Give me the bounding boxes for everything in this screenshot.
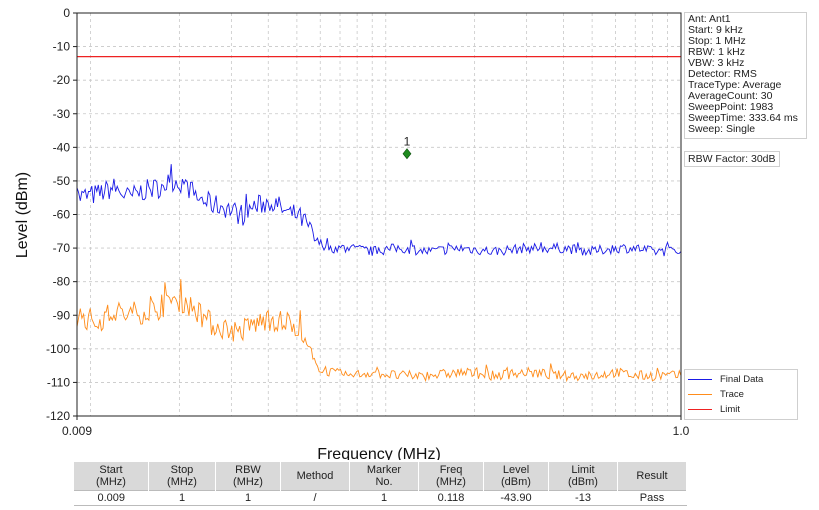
legend-label: Final Data bbox=[720, 374, 764, 385]
result-column-header: Result bbox=[617, 462, 687, 491]
y-tick-label: -80 bbox=[53, 275, 71, 289]
series-line-trace bbox=[76, 279, 682, 383]
result-cell: -43.90 bbox=[483, 490, 549, 506]
result-cell: 1 bbox=[215, 490, 281, 506]
legend-swatch bbox=[688, 379, 712, 380]
legend-item: Trace bbox=[688, 387, 794, 402]
rbw-factor-label: RBW Factor: 30dB bbox=[684, 151, 780, 167]
result-column-header: Stop (MHz) bbox=[148, 462, 216, 491]
result-cell: 0.009 bbox=[74, 490, 149, 506]
y-tick-label: -110 bbox=[47, 375, 70, 389]
x-tick-label: 1.0 bbox=[673, 424, 690, 438]
legend-label: Limit bbox=[720, 404, 741, 415]
y-axis-title: Level (dBm) bbox=[14, 172, 31, 258]
level-vs-frequency-chart: 0 -10 -20 -30 -40 -50 -60 -70 -80 -90 -100 -110 -120… bbox=[14, 6, 690, 460]
marker-group: 1 bbox=[402, 135, 412, 160]
info-line: Detector: RMS bbox=[688, 68, 757, 80]
result-cell: 0.118 bbox=[418, 490, 484, 506]
legend: Final Data Trace Limit bbox=[684, 369, 798, 420]
info-line: AverageCount: 30 bbox=[688, 90, 773, 102]
y-tick-label: -30 bbox=[53, 107, 71, 121]
legend-swatch bbox=[688, 409, 712, 410]
result-cell: Pass bbox=[617, 490, 687, 506]
info-line: RBW: 1 kHz bbox=[688, 46, 745, 58]
result-cell: -13 bbox=[548, 490, 618, 506]
legend-label: Trace bbox=[720, 389, 744, 400]
result-column-header: Limit (dBm) bbox=[548, 462, 618, 491]
series-group bbox=[76, 56, 682, 383]
info-line: Start: 9 kHz bbox=[688, 24, 743, 36]
x-tick-label: 0.009 bbox=[62, 424, 92, 438]
y-tick-label: -100 bbox=[46, 342, 70, 356]
info-line: TraceType: Average bbox=[688, 79, 782, 91]
result-column-header: Level (dBm) bbox=[483, 462, 549, 491]
info-line: SweepPoint: 1983 bbox=[688, 101, 774, 113]
measurement-info-panel: Ant: Ant1 Start: 9 kHz Stop: 1 MHz RBW: 1 k… bbox=[684, 12, 807, 139]
y-tick-label: -50 bbox=[53, 174, 71, 188]
grid bbox=[77, 12, 681, 417]
info-line: VBW: 3 kHz bbox=[688, 57, 745, 69]
result-cell: 1 bbox=[349, 490, 419, 506]
legend-swatch bbox=[688, 394, 712, 395]
y-tick-label: -90 bbox=[53, 308, 71, 322]
x-axis-ticks: 0.009 1.0 bbox=[62, 416, 690, 438]
result-table: Start (MHz) Stop (MHz) RBW (MHz) Method Mark… bbox=[74, 462, 687, 506]
result-column-header: Marker No. bbox=[349, 462, 419, 491]
result-table-body: 0.009 1 1/1 0.118 -43.90 -13 Pass bbox=[74, 490, 687, 506]
result-cell: 1 bbox=[148, 490, 216, 506]
info-line: Ant: Ant1 bbox=[688, 13, 731, 25]
result-column-header: RBW (MHz) bbox=[215, 462, 281, 491]
info-line: Sweep: Single bbox=[688, 123, 756, 135]
y-tick-label: 0 bbox=[63, 6, 70, 20]
marker-point bbox=[402, 148, 412, 160]
marker-label: 1 bbox=[404, 135, 411, 149]
y-tick-label: -60 bbox=[53, 208, 71, 222]
result-column-header: Freq (MHz) bbox=[418, 462, 484, 491]
info-line: SweepTime: 333.64 ms bbox=[688, 112, 798, 124]
result-row: 0.009 1 1/1 0.118 -43.90 -13 Pass bbox=[74, 490, 687, 506]
y-tick-label: -120 bbox=[46, 409, 70, 423]
plot-frame bbox=[76, 12, 682, 417]
result-column-header: Start (MHz) bbox=[74, 462, 149, 491]
x-axis-title: Frequency (MHz) bbox=[317, 446, 441, 460]
y-tick-label: -10 bbox=[53, 40, 71, 54]
legend-item: Limit bbox=[688, 402, 794, 417]
info-line: Stop: 1 MHz bbox=[688, 35, 746, 47]
result-cell: / bbox=[280, 490, 350, 506]
result-table-header: Start (MHz) Stop (MHz) RBW (MHz) Method Mark… bbox=[74, 462, 687, 491]
y-tick-label: -20 bbox=[53, 73, 71, 87]
legend-item: Final Data bbox=[688, 372, 794, 387]
y-axis-ticks: 0 -10 -20 -30 -40 -50 -60 -70 -80 -90 -100 -110 -120 bbox=[46, 6, 77, 423]
series-line-final-data bbox=[76, 164, 682, 257]
y-tick-label: -70 bbox=[53, 241, 71, 255]
y-tick-label: -40 bbox=[53, 140, 71, 154]
result-column-header: Method bbox=[280, 462, 350, 491]
